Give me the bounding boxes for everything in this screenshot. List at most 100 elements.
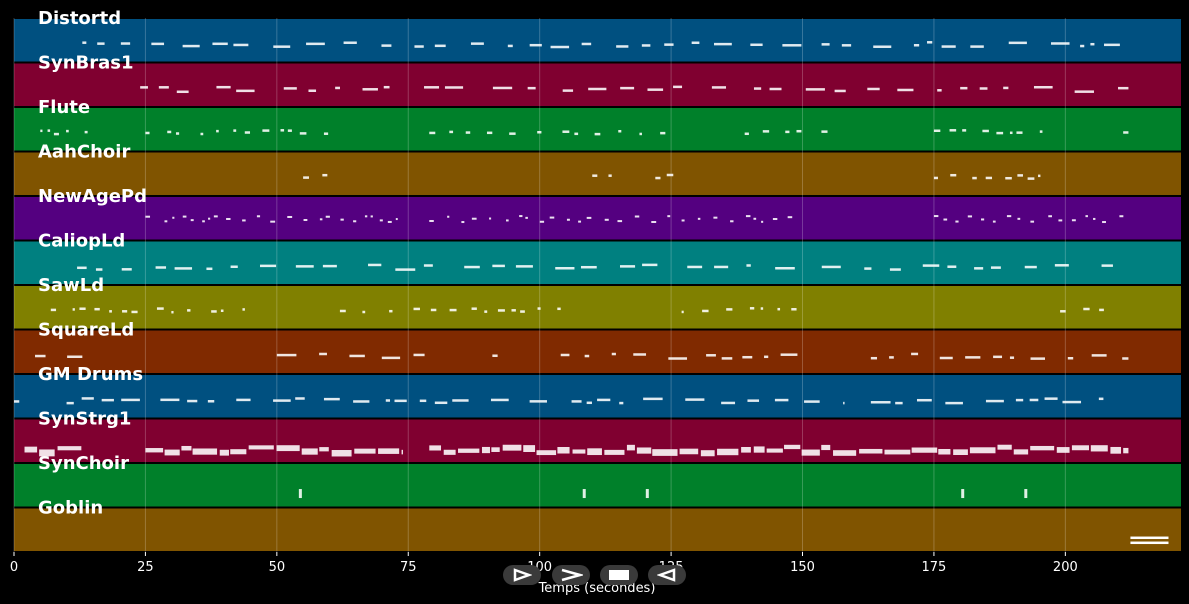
note bbox=[299, 132, 307, 135]
note bbox=[66, 401, 74, 405]
note bbox=[801, 449, 820, 456]
note bbox=[520, 310, 525, 313]
note bbox=[943, 218, 948, 221]
note bbox=[586, 401, 592, 405]
note bbox=[668, 357, 688, 360]
note bbox=[171, 310, 174, 314]
note bbox=[230, 265, 238, 269]
note bbox=[760, 307, 764, 310]
note bbox=[208, 217, 211, 220]
note bbox=[370, 215, 373, 218]
note bbox=[213, 215, 218, 218]
note bbox=[242, 308, 245, 311]
x-tick-label: 50 bbox=[269, 560, 286, 575]
track-band bbox=[14, 197, 1181, 240]
note bbox=[992, 220, 996, 223]
note bbox=[50, 308, 57, 312]
note bbox=[280, 129, 285, 132]
note bbox=[604, 449, 625, 455]
note bbox=[486, 131, 493, 135]
note bbox=[714, 42, 732, 46]
note bbox=[1013, 449, 1029, 455]
note bbox=[200, 132, 204, 136]
note bbox=[933, 176, 938, 180]
note bbox=[673, 85, 683, 89]
note bbox=[364, 215, 368, 218]
note bbox=[72, 308, 75, 311]
note bbox=[84, 130, 88, 134]
note bbox=[750, 43, 763, 47]
note bbox=[319, 218, 323, 221]
x-tick-label: 0 bbox=[10, 560, 18, 575]
note bbox=[1009, 131, 1013, 135]
note bbox=[434, 401, 448, 405]
note bbox=[331, 450, 352, 457]
note bbox=[207, 400, 215, 403]
stop-button[interactable] bbox=[600, 565, 638, 585]
note bbox=[529, 43, 542, 47]
note bbox=[67, 355, 83, 359]
grid-lines bbox=[13, 18, 1066, 552]
note bbox=[1060, 310, 1066, 313]
note bbox=[749, 307, 755, 310]
note bbox=[685, 398, 705, 401]
note bbox=[413, 353, 425, 357]
rewind-button[interactable] bbox=[648, 565, 686, 585]
note bbox=[53, 132, 59, 136]
note bbox=[471, 307, 477, 310]
track-band bbox=[14, 508, 1181, 551]
x-axis-title: Temps (secondes) bbox=[538, 581, 656, 596]
note bbox=[587, 448, 602, 456]
note bbox=[1024, 489, 1028, 499]
note bbox=[248, 445, 274, 450]
note bbox=[834, 89, 846, 93]
note bbox=[343, 41, 357, 44]
note bbox=[57, 446, 82, 451]
note bbox=[325, 215, 330, 218]
note bbox=[211, 310, 217, 313]
note bbox=[389, 309, 393, 313]
note bbox=[571, 400, 582, 403]
note bbox=[368, 263, 382, 267]
note bbox=[295, 265, 314, 268]
note bbox=[82, 41, 87, 44]
forward-button[interactable] bbox=[552, 565, 590, 585]
note bbox=[220, 309, 224, 313]
note bbox=[1015, 398, 1024, 402]
note bbox=[121, 398, 140, 402]
note bbox=[821, 130, 828, 133]
note bbox=[1122, 357, 1129, 360]
note bbox=[121, 268, 132, 271]
note bbox=[187, 309, 191, 312]
note bbox=[1067, 356, 1074, 360]
note bbox=[283, 87, 297, 90]
track-band bbox=[14, 19, 1181, 62]
note bbox=[160, 398, 180, 402]
play-icon bbox=[513, 568, 532, 582]
note bbox=[927, 41, 933, 44]
note bbox=[636, 447, 652, 454]
play-button[interactable] bbox=[503, 565, 541, 585]
note bbox=[443, 449, 456, 455]
note bbox=[523, 445, 536, 452]
note bbox=[785, 130, 790, 134]
note bbox=[660, 131, 666, 135]
note bbox=[145, 215, 151, 218]
note bbox=[985, 176, 993, 180]
note bbox=[511, 309, 516, 312]
note bbox=[1119, 215, 1124, 218]
note bbox=[35, 354, 46, 358]
note bbox=[974, 267, 984, 270]
note bbox=[787, 216, 793, 219]
note bbox=[1003, 86, 1009, 90]
note bbox=[805, 88, 825, 91]
note bbox=[527, 86, 536, 90]
note bbox=[490, 398, 509, 402]
x-tick-label: 75 bbox=[400, 560, 417, 575]
note bbox=[617, 220, 623, 223]
note bbox=[1123, 131, 1129, 134]
note bbox=[94, 307, 100, 311]
note bbox=[745, 215, 751, 218]
note bbox=[870, 401, 891, 404]
note bbox=[981, 218, 985, 221]
